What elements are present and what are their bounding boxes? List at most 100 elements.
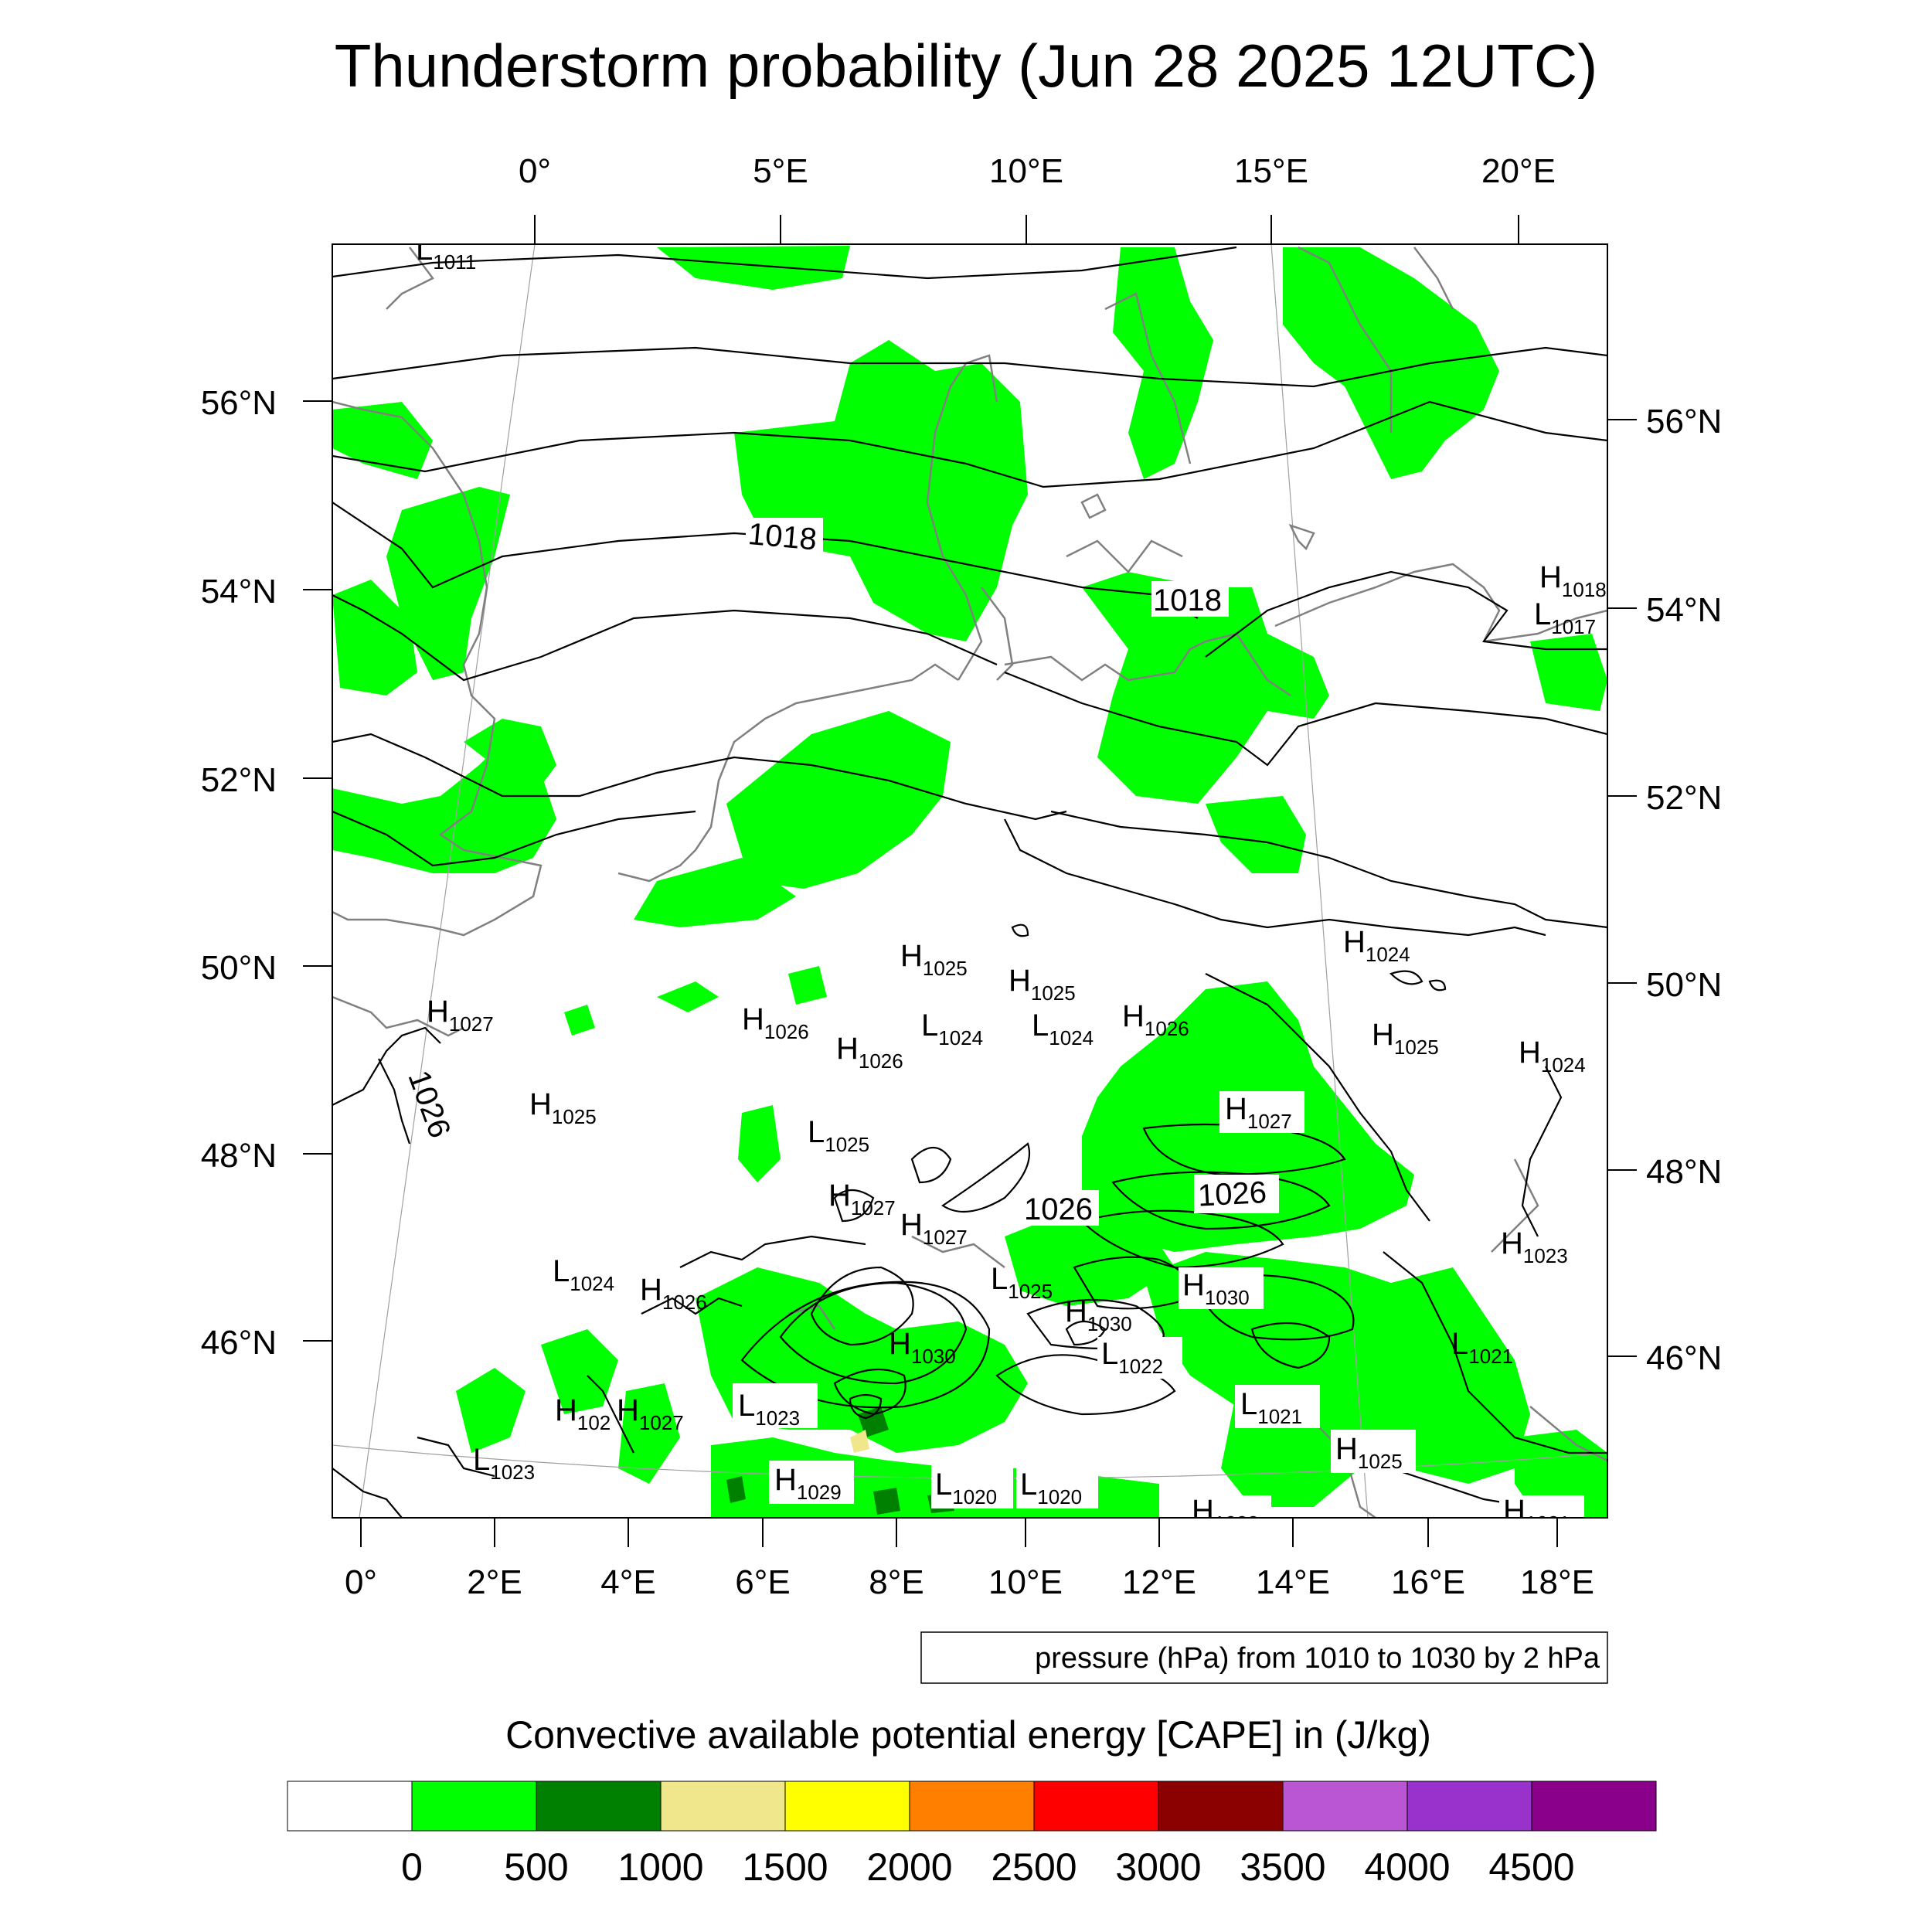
- top-lon-label: 10°E: [989, 152, 1063, 190]
- legend-tick-label: 2000: [866, 1845, 952, 1889]
- legend-swatch: [784, 1781, 910, 1832]
- pressure-center-label: H1026: [1122, 999, 1189, 1040]
- pressure-center-label: H1030: [1065, 1294, 1132, 1335]
- bottom-lon-label: 6°E: [735, 1563, 790, 1601]
- legend-tick-label: 2500: [991, 1845, 1077, 1889]
- pressure-center-label: L1011: [416, 233, 476, 274]
- pressure-center-label: H1018: [1539, 560, 1607, 601]
- pressure-center-label: L1021: [1240, 1387, 1302, 1428]
- pressure-center-label: L1020: [935, 1468, 997, 1509]
- pressure-center-label: H1025: [900, 939, 968, 980]
- right-lat-label: 54°N: [1646, 591, 1722, 629]
- pressure-center-label: H1026: [742, 1002, 809, 1043]
- legend-tick-label: 500: [504, 1845, 568, 1889]
- bottom-lon-label: 10°E: [988, 1563, 1063, 1601]
- top-lon-label: 0°: [519, 152, 551, 190]
- left-lat-label: 48°N: [201, 1137, 277, 1175]
- contour-label: 1026: [1024, 1192, 1093, 1226]
- legend-swatch: [909, 1781, 1035, 1832]
- legend-swatch: [411, 1781, 537, 1832]
- pressure-center-label: H1027: [427, 995, 494, 1036]
- left-lat-label: 46°N: [201, 1324, 277, 1362]
- bottom-lon-label: 0°: [345, 1563, 377, 1601]
- bottom-lon-label: 14°E: [1256, 1563, 1330, 1601]
- top-lon-label: 20°E: [1481, 152, 1556, 190]
- legend-tick-label: 1500: [742, 1845, 828, 1889]
- pressure-center-label: H1024: [1519, 1036, 1586, 1077]
- legend-swatch: [1406, 1781, 1532, 1832]
- right-lat-label: 52°N: [1646, 779, 1722, 817]
- pressure-center-label: L1024: [1032, 1009, 1094, 1049]
- map-area: L1011 H1018 L1017 H1025 H1025 H1024 H102…: [332, 233, 1607, 1535]
- bottom-lon-label: 16°E: [1391, 1563, 1465, 1601]
- pressure-center-label: L1024: [553, 1254, 614, 1295]
- legend-tick-label: 4000: [1364, 1845, 1450, 1889]
- bottom-lon-label: 4°E: [600, 1563, 655, 1601]
- pressure-center-label: H1021: [1503, 1494, 1570, 1535]
- bottom-lon-label: 8°E: [869, 1563, 923, 1601]
- pressure-center-label: H1030: [889, 1327, 956, 1368]
- top-longitude-labels: 0° 5°E 10°E 15°E 20°E: [519, 152, 1556, 190]
- pressure-center-label: L1020: [1020, 1468, 1082, 1509]
- pressure-center-label: H1025: [1335, 1432, 1403, 1473]
- pressure-center-label: H1025: [1372, 1018, 1439, 1059]
- contour-label: 1018: [747, 517, 818, 557]
- pressure-center-label: H102: [555, 1393, 611, 1434]
- right-latitude-labels: 56°N 54°N 52°N 50°N 48°N 46°N: [1646, 403, 1722, 1377]
- pressure-center-label: L1017: [1534, 597, 1596, 638]
- tick-marks: [303, 215, 1637, 1547]
- legend-swatch: [1282, 1781, 1408, 1832]
- pressure-center-label: H1027: [1225, 1092, 1292, 1133]
- legend-swatch: [1531, 1781, 1657, 1832]
- pressure-center-label: L1022: [1101, 1337, 1163, 1378]
- pressure-center-label: H1022: [1192, 1494, 1259, 1535]
- pressure-center-label: L1023: [738, 1389, 800, 1430]
- pressure-center-label: H1030: [1182, 1268, 1250, 1309]
- pressure-center-label: L1024: [921, 1009, 983, 1049]
- bottom-lon-label: 2°E: [467, 1563, 522, 1601]
- top-lon-label: 15°E: [1234, 152, 1308, 190]
- contour-label: 1018: [1153, 583, 1222, 617]
- left-latitude-labels: 56°N 54°N 52°N 50°N 48°N 46°N: [201, 384, 277, 1362]
- pressure-center-label: H1026: [836, 1032, 903, 1073]
- contour-labels: 1018 1018 1026 1026 1026: [401, 517, 1279, 1226]
- pressure-center-label: L1021: [1451, 1327, 1513, 1368]
- legend-tick-label: 3000: [1115, 1845, 1201, 1889]
- bottom-longitude-labels: 0° 2°E 4°E 6°E 8°E 10°E 12°E 14°E 16°E 1…: [345, 1563, 1594, 1601]
- top-lon-label: 5°E: [753, 152, 808, 190]
- legend-tick-label: 0: [401, 1845, 423, 1889]
- pressure-centers: L1011 H1018 L1017 H1025 H1025 H1024 H102…: [416, 233, 1607, 1535]
- right-lat-label: 50°N: [1646, 966, 1722, 1004]
- map-title: Thunderstorm probability (Jun 28 2025 12…: [335, 32, 1597, 100]
- contour-info: pressure (hPa) from 1010 to 1030 by 2 hP…: [1035, 1642, 1600, 1675]
- cape-khaki: [850, 1430, 869, 1453]
- pressure-center-label: H1029: [774, 1463, 842, 1504]
- legend-swatch: [1033, 1781, 1159, 1832]
- legend-tick-labels: 0 500 1000 1500 2000 2500 3000 3500 4000 4500: [401, 1845, 1575, 1889]
- pressure-center-label: H1025: [529, 1087, 597, 1128]
- legend-swatch: [287, 1781, 413, 1832]
- contour-label: 1026: [1197, 1175, 1267, 1213]
- legend-swatch: [660, 1781, 786, 1832]
- left-lat-label: 50°N: [201, 949, 277, 987]
- left-lat-label: 56°N: [201, 384, 277, 422]
- right-lat-label: 46°N: [1646, 1339, 1722, 1377]
- left-lat-label: 52°N: [201, 761, 277, 799]
- pressure-center-label: H1026: [640, 1273, 707, 1314]
- pressure-center-label: L1025: [808, 1115, 869, 1156]
- bottom-lon-label: 12°E: [1122, 1563, 1196, 1601]
- pressure-center-label: H1024: [1343, 925, 1410, 966]
- legend-title: Convective available potential energy [C…: [505, 1713, 1431, 1757]
- bottom-lon-label: 18°E: [1520, 1563, 1594, 1601]
- pressure-center-label: H1023: [1501, 1226, 1568, 1267]
- contour-info-box: [920, 1631, 1608, 1684]
- legend-swatch: [536, 1781, 662, 1832]
- pressure-center-label: H1027: [617, 1393, 684, 1434]
- pressure-center-label: H1027: [828, 1179, 896, 1219]
- legend-tick-label: 1000: [617, 1845, 703, 1889]
- legend-swatch: [1158, 1781, 1284, 1832]
- pressure-center-label: L1023: [473, 1443, 535, 1484]
- legend-color-bar: [287, 1781, 1657, 1832]
- pressure-center-label: H1027: [900, 1208, 968, 1249]
